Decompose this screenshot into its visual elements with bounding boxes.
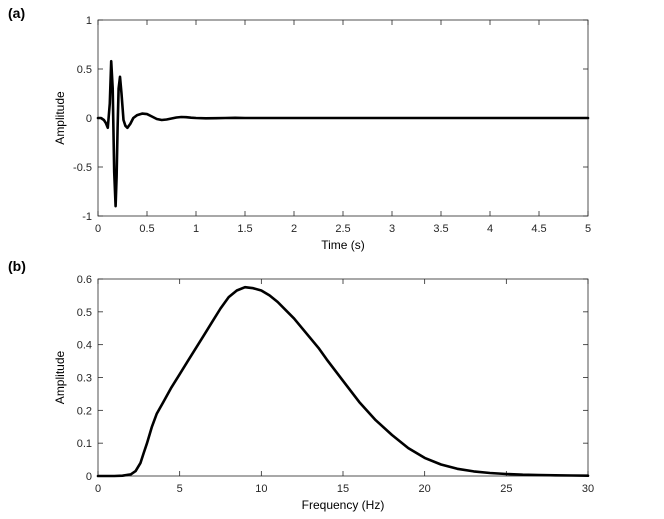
x-tick-label-a: 4	[487, 223, 493, 235]
x-tick-label-a: 5	[585, 223, 591, 235]
x-tick-label-a: 1	[193, 223, 199, 235]
x-tick-label-a: 0	[95, 223, 101, 235]
y-tick-label-a: 1	[86, 15, 92, 27]
y-tick-label-a: 0	[86, 113, 92, 125]
x-tick-label-a: 2	[291, 223, 297, 235]
y-tick-label-b: 0	[86, 471, 92, 483]
y-axis-label-a: Amplitude	[53, 91, 67, 145]
x-tick-label-b: 25	[500, 483, 512, 495]
y-tick-label-b: 0.1	[77, 438, 92, 450]
x-tick-label-a: 0.5	[139, 223, 154, 235]
x-tick-label-a: 2.5	[335, 223, 350, 235]
x-tick-label-a: 3	[389, 223, 395, 235]
x-tick-label-b: 30	[582, 483, 594, 495]
x-tick-label-a: 4.5	[531, 223, 546, 235]
x-tick-label-b: 10	[255, 483, 267, 495]
x-tick-label-b: 20	[419, 483, 431, 495]
panel-label-b: (b)	[8, 258, 26, 274]
panel-label-a: (a)	[8, 5, 26, 21]
x-tick-label-a: 3.5	[433, 223, 448, 235]
x-tick-label-b: 5	[177, 483, 183, 495]
x-axis-label-a: Time (s)	[321, 238, 365, 252]
x-tick-label-b: 15	[337, 483, 349, 495]
y-tick-label-b: 0.2	[77, 405, 92, 417]
series-line-a	[96, 59, 590, 208]
y-tick-label-a: -0.5	[73, 162, 92, 174]
y-tick-label-b: 0.5	[77, 307, 92, 319]
y-tick-label-b: 0.3	[77, 373, 92, 385]
y-tick-label-a: 0.5	[77, 64, 92, 76]
x-axis-label-b: Frequency (Hz)	[302, 498, 385, 512]
x-tick-label-b: 0	[95, 483, 101, 495]
x-tick-label-a: 1.5	[237, 223, 252, 235]
y-tick-label-b: 0.6	[77, 274, 92, 286]
y-tick-label-b: 0.4	[77, 340, 92, 352]
y-tick-label-a: -1	[82, 211, 92, 223]
axes-frame-b	[97, 278, 589, 477]
series-line-b	[96, 285, 590, 478]
y-axis-label-b: Amplitude	[53, 351, 67, 405]
